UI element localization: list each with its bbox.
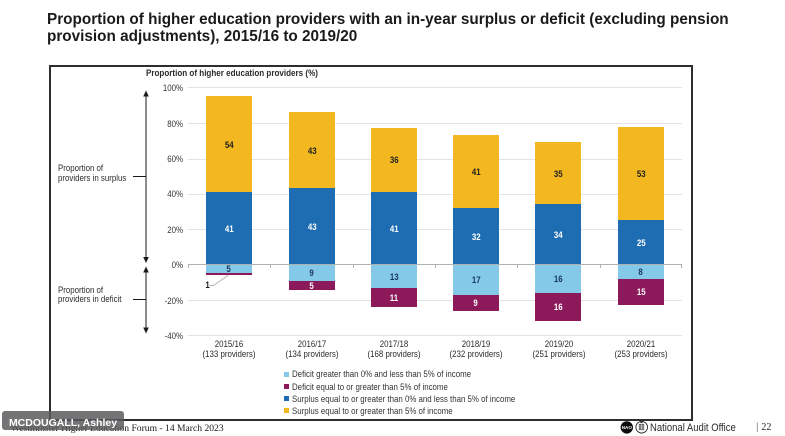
svg-text:NAO: NAO: [622, 425, 633, 430]
